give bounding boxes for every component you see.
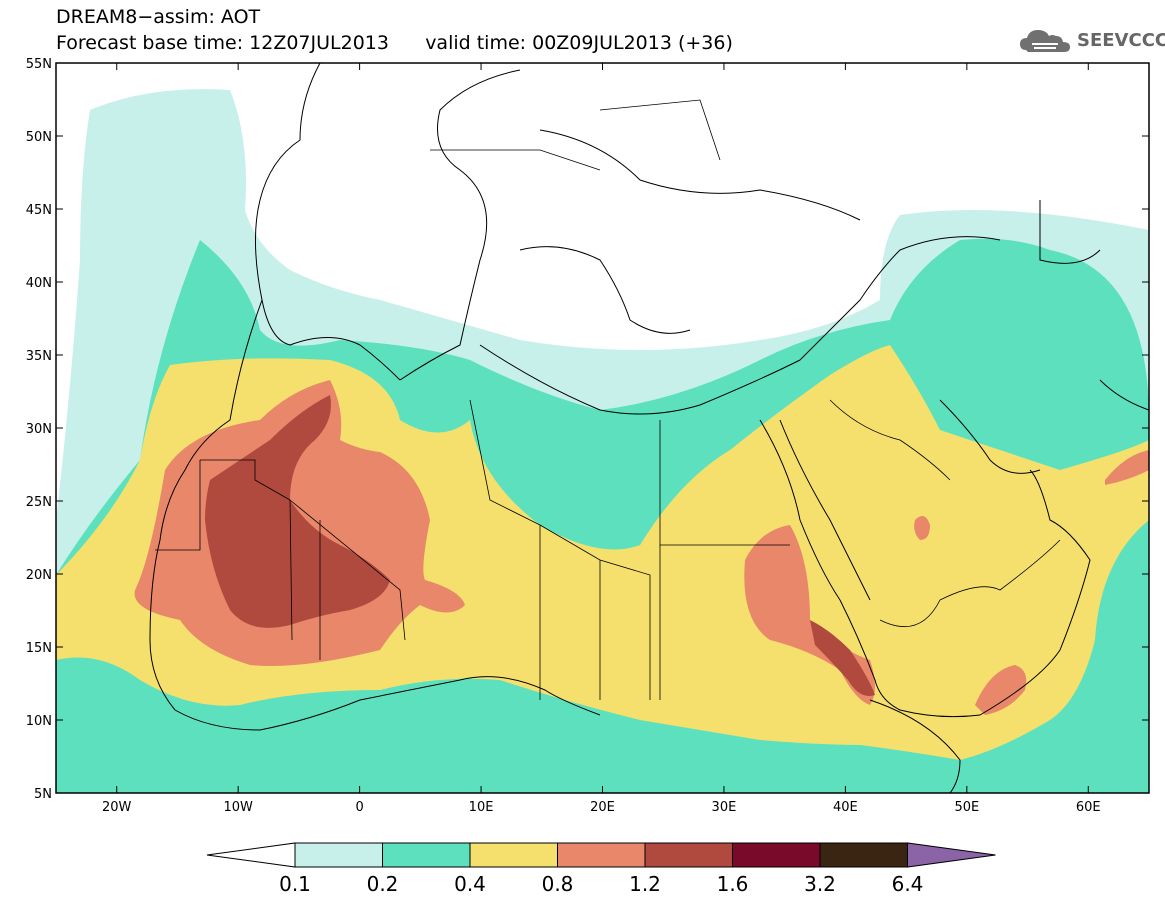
- lat-tick-label: 10N: [26, 714, 52, 729]
- colorbar-label: 0.1: [279, 872, 311, 896]
- aot-band-0.8-gulf: [1105, 450, 1149, 485]
- longitude-axis: 20W 10W 0 10E 20E 30E 40E 50E 60E: [102, 63, 1101, 815]
- colorbar-label: 1.6: [717, 872, 749, 896]
- colorbar-segment: [469, 842, 558, 868]
- colorbar-label: 0.8: [542, 872, 574, 896]
- cloud-icon: [1020, 30, 1070, 52]
- lat-tick-label: 20N: [26, 568, 52, 583]
- colorbar-segment: [557, 842, 646, 868]
- map-title: DREAM8−assim: AOT: [56, 6, 261, 28]
- seevccc-logo: [1018, 24, 1158, 60]
- aot-band-1.2: [205, 395, 390, 628]
- colorbar-segment: [294, 842, 383, 868]
- lon-tick-label: 50E: [954, 800, 979, 815]
- lat-tick-label: 15N: [26, 641, 52, 656]
- colorbar-label: 0.4: [454, 872, 486, 896]
- lat-tick-label: 50N: [26, 130, 52, 145]
- forecast-time-subtitle: Forecast base time: 12Z07JUL2013 valid t…: [56, 32, 733, 54]
- political-borders: [155, 99, 1061, 700]
- colorbar-segment: [644, 842, 733, 868]
- colorbar: 0.1 0.2 0.4 0.8 1.2 1.6 3.2 6.4: [206, 842, 996, 896]
- colorbar-label: 1.2: [629, 872, 661, 896]
- lat-tick-label: 55N: [26, 57, 52, 72]
- lon-tick-label: 0: [355, 800, 363, 815]
- lat-tick-label: 5N: [34, 787, 52, 802]
- aot-band-0.8-oman: [975, 665, 1027, 715]
- aot-contours: [56, 89, 1149, 793]
- lon-tick-label: 10E: [469, 800, 494, 815]
- colorbar-segment: [819, 842, 908, 868]
- lat-tick-label: 25N: [26, 495, 52, 510]
- lat-tick-label: 30N: [26, 422, 52, 437]
- lat-tick-label: 40N: [26, 276, 52, 291]
- lon-tick-label: 20E: [590, 800, 615, 815]
- colorbar-over-arrow: [907, 842, 996, 868]
- lon-tick-label: 10W: [223, 800, 253, 815]
- lon-tick-label: 40E: [833, 800, 858, 815]
- lat-tick-label: 45N: [26, 203, 52, 218]
- aot-band-1.2-sudan: [810, 620, 875, 696]
- lon-tick-label: 20W: [102, 800, 132, 815]
- colorbar-segment: [382, 842, 471, 868]
- lon-tick-label: 30E: [712, 800, 737, 815]
- aot-band-0.8-arabia: [914, 516, 930, 540]
- colorbar-label: 0.2: [367, 872, 399, 896]
- colorbar-segment: [732, 842, 821, 868]
- colorbar-under-arrow: [206, 842, 296, 868]
- lat-tick-label: 35N: [26, 349, 52, 364]
- colorbar-label: 3.2: [804, 872, 836, 896]
- latitude-axis: 5N 10N 15N 20N 25N 30N 35N 40N 45N 50N 55N: [26, 57, 1149, 802]
- coastlines-borders: [149, 63, 1149, 793]
- lon-tick-label: 60E: [1076, 800, 1101, 815]
- colorbar-label: 6.4: [892, 872, 924, 896]
- logo-text: SEEVCCC: [1077, 30, 1165, 51]
